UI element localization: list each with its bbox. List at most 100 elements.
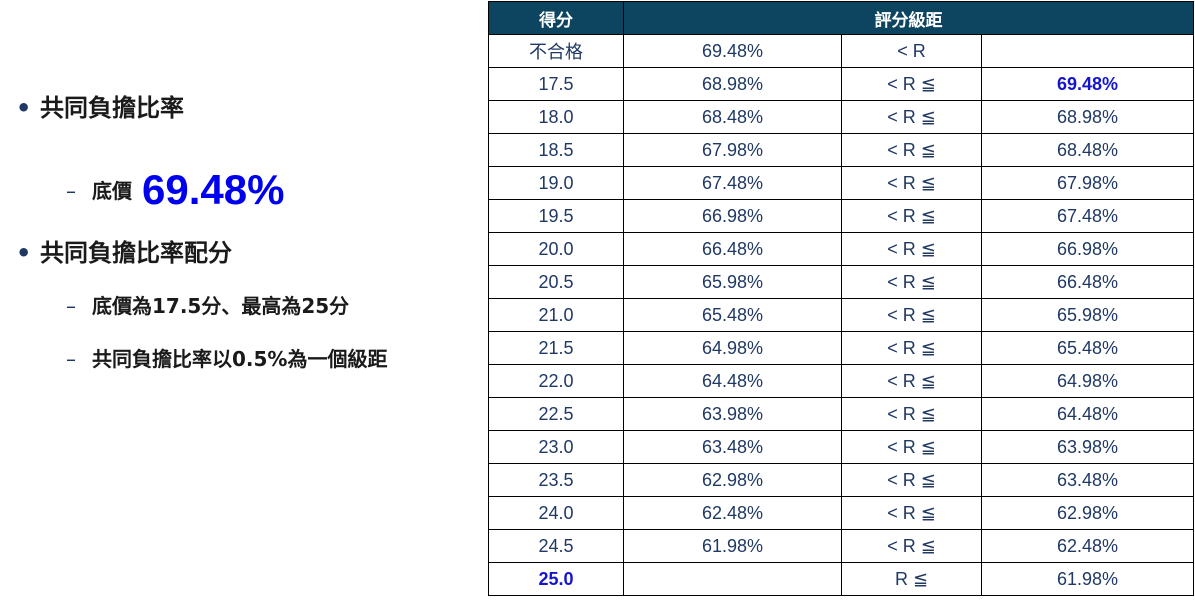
lower-bound-cell: 62.48% [623,496,842,530]
operator-cell: < R ≦ [841,298,982,332]
sub-item-score-range: – 底價為17.5分、最高為25分 [66,290,349,319]
score-cell: 22.0 [488,364,624,398]
bullet-list: • 共同負擔比率 – 底價 69.48% • 共同負擔比率配分 – 底價為17.5分、最高… [0,0,480,602]
upper-bound-cell: 66.98% [981,232,1194,266]
operator-cell: < R ≦ [841,199,982,233]
operator-cell: < R ≦ [841,133,982,167]
lower-bound-cell: 69.48% [623,34,842,68]
floor-price-label: 底價 [92,179,132,203]
table-row: 23.5 62.98% < R ≦ 63.48% [488,463,1194,497]
score-cell: 25.0 [488,562,624,596]
upper-bound-cell: 64.48% [981,397,1194,431]
table-header-row: 得分 評分級距 [488,1,1194,35]
score-cell: 24.5 [488,529,624,563]
score-cell: 22.5 [488,397,624,431]
bullet-dot-icon: • [16,94,32,122]
table-row: 18.5 67.98% < R ≦ 68.48% [488,133,1194,167]
lower-bound-cell: 62.98% [623,463,842,497]
table-row: 23.0 63.48% < R ≦ 63.98% [488,430,1194,464]
upper-bound-cell: 62.48% [981,529,1194,563]
score-cell: 19.0 [488,166,624,200]
upper-bound-cell: 63.98% [981,430,1194,464]
upper-bound-cell: 67.98% [981,166,1194,200]
upper-bound-cell: 61.98% [981,562,1194,596]
score-cell: 20.5 [488,265,624,299]
lower-bound-cell: 63.98% [623,397,842,431]
upper-bound-cell: 64.98% [981,364,1194,398]
operator-cell: < R ≦ [841,232,982,266]
table-row: 不合格 69.48% < R [488,34,1194,68]
upper-bound-cell: 65.98% [981,298,1194,332]
operator-cell: < R ≦ [841,331,982,365]
upper-bound-cell: 66.48% [981,265,1194,299]
upper-bound-cell: 63.48% [981,463,1194,497]
score-cell: 21.0 [488,298,624,332]
floor-price-value: 69.48% [142,166,285,213]
score-cell: 不合格 [488,34,624,68]
step-text: 共同負擔比率以0.5%為一個級距 [92,347,388,371]
table-row: 19.0 67.48% < R ≦ 67.98% [488,166,1194,200]
score-cell: 20.0 [488,232,624,266]
table-body: 不合格 69.48% < R 17.5 68.98% < R ≦ 69.48% 18.0 68.… [488,34,1194,596]
sub-item-floor-price: – 底價 69.48% [66,160,284,213]
sub-item-step: – 共同負擔比率以0.5%為一個級距 [66,343,387,372]
operator-cell: R ≦ [841,562,982,596]
upper-bound-cell: 68.48% [981,133,1194,167]
operator-cell: < R [841,34,982,68]
operator-cell: < R ≦ [841,463,982,497]
upper-bound-cell [981,34,1194,68]
lower-bound-cell: 68.98% [623,67,842,101]
operator-cell: < R ≦ [841,166,982,200]
table-row: 20.0 66.48% < R ≦ 66.98% [488,232,1194,266]
operator-cell: < R ≦ [841,364,982,398]
score-cell: 23.5 [488,463,624,497]
upper-bound-cell: 69.48% [981,67,1194,101]
operator-cell: < R ≦ [841,496,982,530]
table-row: 24.0 62.48% < R ≦ 62.98% [488,496,1194,530]
lower-bound-cell: 61.98% [623,529,842,563]
operator-cell: < R ≦ [841,397,982,431]
lower-bound-cell: 67.98% [623,133,842,167]
operator-cell: < R ≦ [841,265,982,299]
table-row: 25.0 R ≦ 61.98% [488,562,1194,596]
bullet-dot-icon: • [16,239,32,267]
table-row: 24.5 61.98% < R ≦ 62.48% [488,529,1194,563]
table-row: 17.5 68.98% < R ≦ 69.48% [488,67,1194,101]
lower-bound-cell: 65.48% [623,298,842,332]
lower-bound-cell: 67.48% [623,166,842,200]
score-cell: 19.5 [488,199,624,233]
operator-cell: < R ≦ [841,67,982,101]
bullet-item-2: • 共同負擔比率配分 [16,233,232,268]
upper-bound-cell: 65.48% [981,331,1194,365]
operator-cell: < R ≦ [841,100,982,134]
header-range: 評分級距 [623,1,1194,35]
table-row: 22.5 63.98% < R ≦ 64.48% [488,397,1194,431]
upper-bound-cell: 68.98% [981,100,1194,134]
dash-icon: – [66,294,76,318]
table-row: 19.5 66.98% < R ≦ 67.48% [488,199,1194,233]
lower-bound-cell: 64.48% [623,364,842,398]
dash-icon: – [66,347,76,371]
score-cell: 18.5 [488,133,624,167]
lower-bound-cell: 66.48% [623,232,842,266]
lower-bound-cell: 66.98% [623,199,842,233]
operator-cell: < R ≦ [841,529,982,563]
score-cell: 24.0 [488,496,624,530]
bullet-1-text: 共同負擔比率 [40,94,184,122]
score-cell: 17.5 [488,67,624,101]
score-cell: 18.0 [488,100,624,134]
lower-bound-cell: 64.98% [623,331,842,365]
lower-bound-cell: 68.48% [623,100,842,134]
table-row: 22.0 64.48% < R ≦ 64.98% [488,364,1194,398]
score-cell: 21.5 [488,331,624,365]
table-row: 21.0 65.48% < R ≦ 65.98% [488,298,1194,332]
operator-cell: < R ≦ [841,430,982,464]
upper-bound-cell: 67.48% [981,199,1194,233]
bullet-item-1: • 共同負擔比率 [16,88,184,123]
score-cell: 23.0 [488,430,624,464]
lower-bound-cell [623,562,842,596]
table-row: 18.0 68.48% < R ≦ 68.98% [488,100,1194,134]
upper-bound-cell: 62.98% [981,496,1194,530]
score-table: 得分 評分級距 不合格 69.48% < R 17.5 68.98% < R ≦ 69.48… [488,1,1194,596]
table-row: 21.5 64.98% < R ≦ 65.48% [488,331,1194,365]
